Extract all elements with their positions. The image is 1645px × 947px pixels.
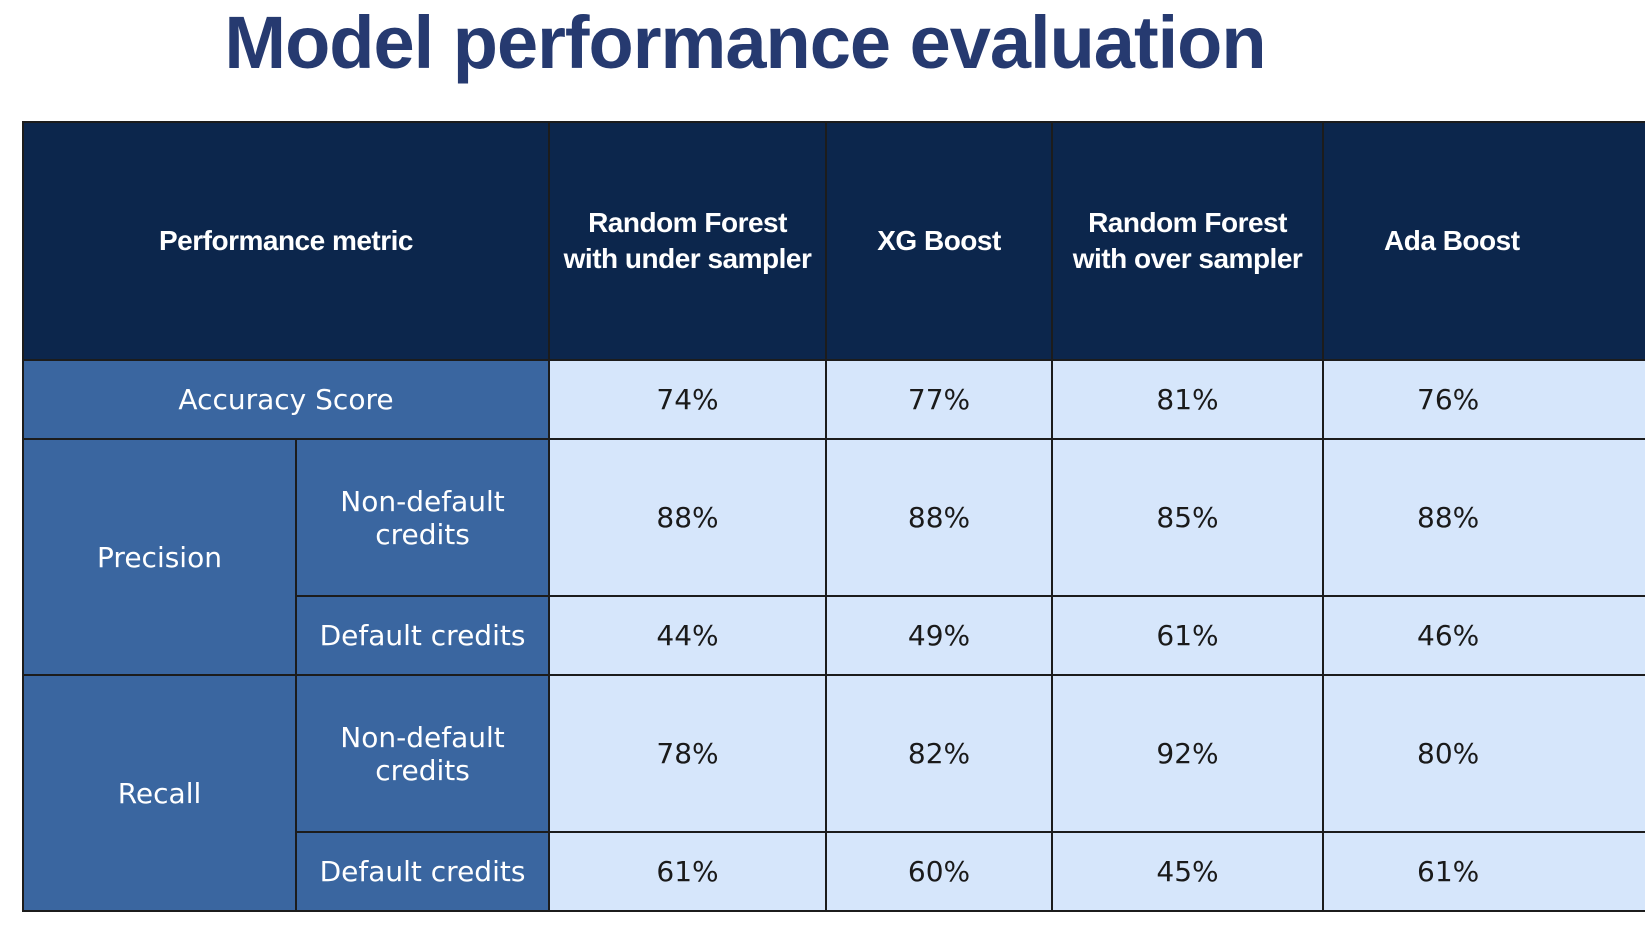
header-model: Random Forest with over sampler — [1051, 121, 1325, 361]
table-cell: 74% — [548, 359, 828, 440]
table-cell: 88% — [548, 438, 828, 597]
header-performance-metric: Performance metric — [22, 121, 551, 361]
table-cell: 77% — [825, 359, 1054, 440]
header-model: XG Boost — [825, 121, 1054, 361]
table-cell: 92% — [1051, 674, 1325, 833]
table-cell: 61% — [1322, 831, 1645, 912]
table-cell: 44% — [548, 595, 828, 676]
row-sublabel-default-credits: Default credits — [294, 595, 551, 676]
table-cell: 78% — [548, 674, 828, 833]
table-cell: 61% — [1051, 595, 1325, 676]
table-cell: 76% — [1322, 359, 1645, 440]
table-row: Default credits 61% 60% 45% 61% — [23, 831, 1645, 912]
row-label-accuracy-score: Accuracy Score — [22, 359, 551, 440]
performance-table: Performance metric Random Forest with un… — [22, 121, 1645, 912]
page-title: Model performance evaluation — [224, 1, 1266, 84]
row-sublabel-default-credits: Default credits — [294, 831, 551, 912]
table-cell: 60% — [825, 831, 1054, 912]
row-group-label-recall: Recall — [22, 674, 297, 912]
table-cell: 88% — [1322, 438, 1645, 597]
header-model: Ada Boost — [1322, 121, 1645, 361]
table-row: Recall Non-default credits 78% 82% 92% 8… — [22, 674, 1645, 912]
table-cell: 81% — [1051, 359, 1325, 440]
table-header-row: Performance metric Random Forest with un… — [22, 121, 1645, 361]
table-row: Default credits 44% 49% 61% 46% — [23, 595, 1645, 676]
table-cell: 46% — [1322, 595, 1645, 676]
row-sublabel-non-default-credits: Non-default credits — [294, 438, 551, 597]
header-model: Random Forest with under sampler — [548, 121, 828, 361]
table-cell: 85% — [1051, 438, 1325, 597]
row-sublabel-non-default-credits: Non-default credits — [294, 674, 551, 833]
table-cell: 61% — [548, 831, 828, 912]
table-cell: 88% — [825, 438, 1054, 597]
table-cell: 45% — [1051, 831, 1325, 912]
table-cell: 82% — [825, 674, 1054, 833]
performance-table-container: Performance metric Random Forest with un… — [22, 121, 1645, 947]
table-row: Accuracy Score 74% 77% 81% 76% — [22, 359, 1645, 440]
table-row: Precision Non-default credits 88% 88% 85… — [22, 438, 1645, 676]
table-cell: 80% — [1322, 674, 1645, 833]
table-cell: 49% — [825, 595, 1054, 676]
row-group-label-precision: Precision — [22, 438, 297, 676]
